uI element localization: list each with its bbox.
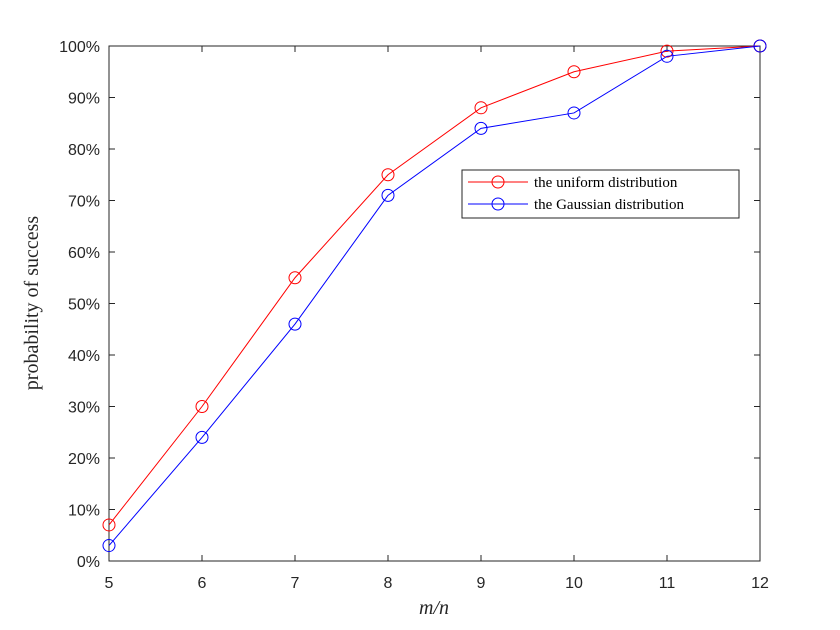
x-tick-label: 5 (105, 575, 114, 592)
y-tick-label: 60% (68, 245, 100, 262)
y-tick-label: 30% (68, 400, 100, 417)
data-point-1 (567, 106, 581, 120)
y-tick-label: 40% (68, 348, 100, 365)
data-point-1 (195, 430, 209, 444)
series-layer (102, 39, 767, 553)
x-axis-label: m/n (419, 597, 449, 619)
data-point-0 (381, 168, 395, 182)
data-point-0 (660, 44, 674, 58)
data-point-0 (288, 271, 302, 285)
data-point-0 (567, 65, 581, 79)
data-point-1 (474, 121, 488, 135)
series-line-0 (108, 45, 761, 526)
y-tick-label: 70% (68, 194, 100, 211)
y-axis-label: probability of success (21, 216, 43, 391)
x-tick-label: 12 (751, 575, 769, 592)
plot-area (108, 45, 761, 562)
legend: the uniform distribution the Gaussian dis… (461, 169, 740, 219)
data-point-1 (753, 39, 767, 53)
legend-label-1: the Gaussian distribution (534, 197, 684, 213)
x-tick-label: 10 (565, 575, 583, 592)
y-tick-label: 0% (77, 554, 100, 571)
data-point-0 (195, 400, 209, 413)
data-point-0 (102, 518, 116, 532)
y-tick-label: 90% (68, 91, 100, 108)
data-point-1 (288, 317, 302, 331)
x-tick-label: 8 (384, 575, 393, 592)
legend-marker-1 (491, 197, 505, 211)
legend-label-0: the uniform distribution (534, 175, 678, 191)
series-line-1 (108, 45, 761, 546)
x-tick-label: 11 (659, 575, 676, 592)
y-tick-label: 20% (68, 451, 100, 468)
data-point-1 (381, 188, 395, 202)
legend-box (461, 169, 740, 219)
x-tick-label: 9 (477, 575, 486, 592)
data-point-1 (660, 49, 674, 63)
data-point-0 (474, 101, 488, 115)
legend-marker-0 (491, 175, 505, 189)
x-tick-label: 7 (291, 575, 300, 592)
data-point-1 (102, 539, 116, 553)
y-tick-label: 10% (68, 503, 100, 520)
axis-ticks: 5 6 7 8 9 10 11 12 0% 10% 20% 30% 40% 50% 60% 70% 80% 90%… (59, 39, 769, 592)
y-tick-label: 100% (59, 39, 100, 56)
x-tick-label: 6 (198, 575, 207, 592)
y-tick-label: 80% (68, 142, 100, 159)
y-tick-label: 50% (68, 297, 100, 314)
